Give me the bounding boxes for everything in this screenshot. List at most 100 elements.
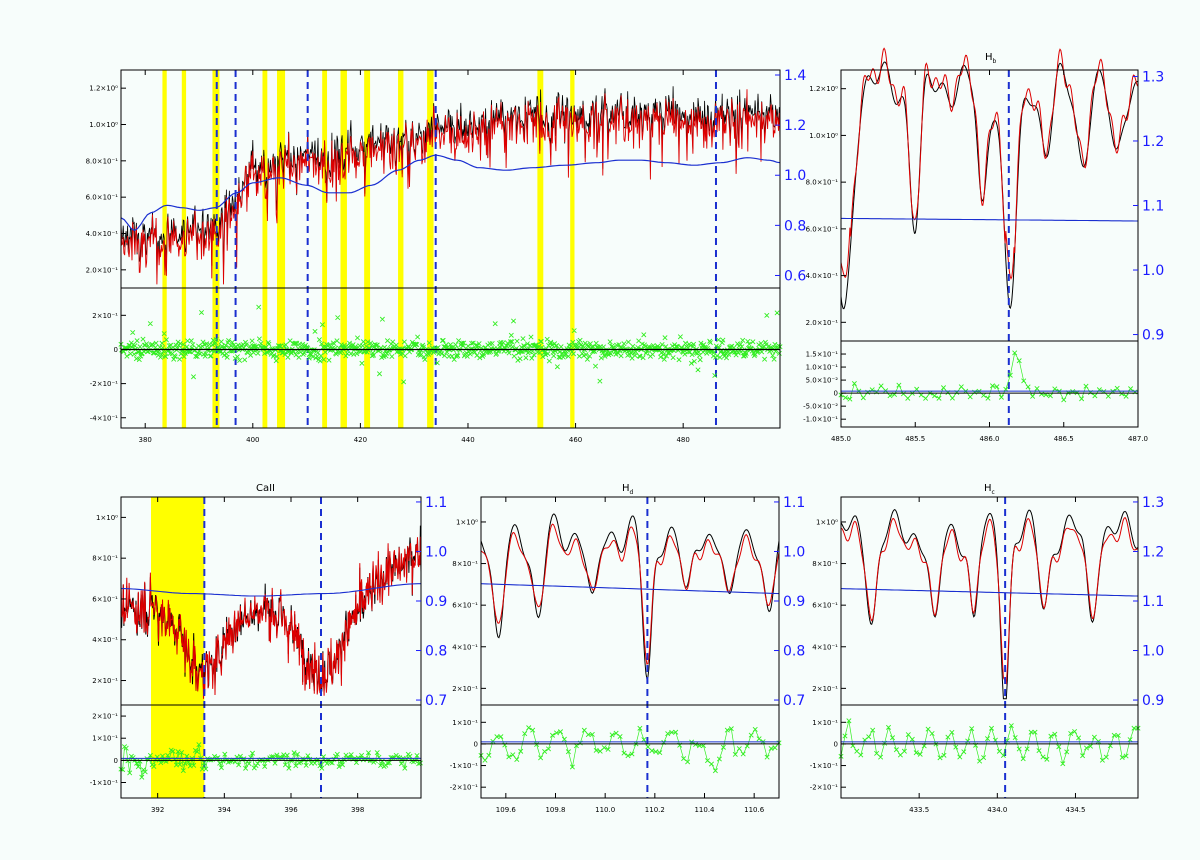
- hb-model-spectrum: [840, 47, 1139, 280]
- hg-y2tick-label: 0.9: [1142, 693, 1164, 709]
- hb-top-ytick-label: 8.0×10⁻¹: [806, 179, 839, 187]
- panel-overview: 2.0×10⁻¹ 4.0×10⁻¹ 6.0×10⁻¹ 8.0×10⁻¹ 1.0×10⁰ 1…: [86, 68, 807, 444]
- hg-y2tick-label: 1.2: [1142, 544, 1164, 560]
- hb-y2tick-label: 1.1: [1142, 199, 1164, 215]
- panel-hg: Hc 2×10⁻¹ 4×10⁻¹ 6×10⁻¹ 8×10⁻¹ 1×10⁰ 0.9 1.0 1.…: [810, 483, 1165, 814]
- overview-bottom-frame: [120, 287, 781, 429]
- hd-residual-trace: [480, 727, 780, 772]
- caii-continuum-curve: [121, 583, 421, 597]
- hg-observed-spectrum: [840, 509, 1139, 700]
- hg-top-ytick-label: 8×10⁻¹: [812, 560, 838, 568]
- hb-top-ytick-label: 1.0×10⁰: [809, 132, 838, 140]
- hb-top-ytick-label: 4.0×10⁻¹: [806, 272, 839, 280]
- hb-xtick-label: 485.5: [905, 435, 925, 443]
- overview-spectrum-plot: 2.0×10⁻¹ 4.0×10⁻¹ 6.0×10⁻¹ 8.0×10⁻¹ 1.0×10⁰ 1…: [86, 68, 806, 428]
- hb-xtick-label: 486.5: [1054, 435, 1074, 443]
- hg-title: Hc: [984, 483, 995, 496]
- hg-xtick-label: 434.0: [987, 806, 1007, 814]
- caii-title: CaII: [256, 483, 275, 494]
- overview-mask-band-bottom: [427, 288, 434, 428]
- overview-xtick-label: 460: [569, 436, 582, 444]
- hb-y2tick-label: 0.9: [1142, 328, 1164, 344]
- hg-y2tick-label: 1.0: [1142, 644, 1164, 660]
- overview-model-spectrum: [120, 89, 781, 285]
- caii-bottom-ytick-label: 1×10⁻¹: [92, 735, 118, 743]
- overview-top-ytick-label: 1.0×10⁰: [89, 121, 118, 129]
- overview-mask-band-bottom: [322, 288, 328, 428]
- hg-xtick-label: 433.5: [909, 806, 929, 814]
- caii-top-ytick-label: 2×10⁻¹: [92, 677, 118, 685]
- hd-y2tick-label: 1.1: [783, 495, 805, 511]
- overview-mask-band-bottom: [398, 288, 404, 428]
- hb-y2tick-label: 1.2: [1142, 134, 1164, 150]
- hb-top-ytick-label: 6.0×10⁻¹: [806, 225, 839, 233]
- hd-xtick-label: 109.8: [545, 806, 565, 814]
- hg-bottom-ytick-label: -1×10⁻¹: [810, 762, 838, 770]
- hb-title: Hb: [985, 52, 997, 65]
- overview-bottom-ytick-label: 0: [114, 346, 118, 354]
- hd-bottom-ytick-label: -2×10⁻¹: [450, 784, 478, 792]
- hb-bottom-ytick-label: 1.5×10⁻¹: [806, 351, 839, 359]
- panel-hb: Hb 2.0×10⁻¹ 4.0×10⁻¹ 6.0×10⁻¹ 8.0×10⁻¹ 1.0×1…: [803, 47, 1164, 443]
- overview-xtick-label: 380: [139, 436, 152, 444]
- overview-y2tick-label: 0.8: [784, 218, 806, 234]
- overview-residuals-plot: -4×10⁻¹ -2×10⁻¹ 0 2×10⁻¹ 380 400 420 440 460 480: [90, 70, 783, 444]
- overview-mask-band-bottom: [537, 288, 544, 428]
- hd-bottom-ytick-label: 0: [474, 740, 478, 748]
- overview-mask-band-top: [570, 70, 575, 288]
- hd-xtick-label: 109.6: [496, 806, 517, 814]
- overview-mask-band-top: [322, 70, 328, 288]
- hd-top-ytick-label: 4×10⁻¹: [452, 643, 478, 651]
- panel-caii: CaII 2×10⁻¹ 4×10⁻¹ 6×10⁻¹ 8×10⁻¹ 1×10⁰ 0.7 0.8…: [90, 483, 448, 814]
- overview-mask-band-bottom: [570, 288, 575, 428]
- overview-mask-band-bottom: [181, 288, 187, 428]
- overview-bottom-ytick-label: -4×10⁻¹: [90, 414, 118, 422]
- hb-xtick-label: 485.0: [831, 435, 851, 443]
- overview-top-ytick-label: 4.0×10⁻¹: [86, 230, 119, 238]
- caii-xtick-label: 398: [351, 806, 364, 814]
- caii-top-ytick-label: 1×10⁰: [96, 514, 118, 522]
- hd-xtick-label: 110.6: [744, 806, 765, 814]
- overview-continuum-curve: [120, 154, 781, 232]
- overview-xtick-label: 400: [246, 436, 259, 444]
- hd-y2tick-label: 1.0: [783, 544, 805, 560]
- overview-xtick-label: 420: [354, 436, 367, 444]
- overview-top-ytick-label: 1.2×10⁰: [89, 85, 118, 93]
- hg-spectrum-plot: 2×10⁻¹ 4×10⁻¹ 6×10⁻¹ 8×10⁻¹ 1×10⁰ 0.9 1.0 1.1 1.…: [812, 495, 1164, 798]
- caii-y2tick-label: 1.0: [425, 544, 447, 560]
- caii-y2tick-label: 0.9: [425, 594, 447, 610]
- overview-mask-band-top: [537, 70, 544, 288]
- caii-model-spectrum: [120, 536, 422, 699]
- hd-bottom-ytick-label: 1×10⁻¹: [452, 719, 478, 727]
- overview-mask-band-bottom: [262, 288, 268, 428]
- overview-y2tick-label: 1.4: [784, 68, 806, 84]
- overview-xtick-label: 440: [461, 436, 474, 444]
- caii-top-ytick-label: 4×10⁻¹: [92, 636, 118, 644]
- hg-model-spectrum: [840, 516, 1139, 686]
- hg-top-ytick-label: 1×10⁰: [816, 518, 838, 526]
- hg-y2tick-label: 1.3: [1142, 495, 1164, 511]
- overview-mask-band-top: [181, 70, 187, 288]
- overview-mask-band-top: [162, 70, 167, 288]
- hg-bottom-ytick-label: -2×10⁻¹: [810, 784, 838, 792]
- hb-continuum-curve: [841, 217, 1138, 222]
- caii-y2tick-label: 0.8: [425, 644, 447, 660]
- caii-xtick-label: 396: [284, 806, 298, 814]
- overview-observed-spectrum: [120, 86, 781, 276]
- caii-bottom-ytick-label: 0: [114, 757, 118, 765]
- overview-y2tick-label: 1.0: [784, 168, 806, 184]
- caii-xtick-label: 394: [218, 806, 232, 814]
- caii-top-ytick-label: 6×10⁻¹: [92, 595, 118, 603]
- hb-y2tick-label: 1.3: [1142, 69, 1164, 85]
- hd-title: Hd: [622, 483, 634, 496]
- hd-residuals-plot: -2×10⁻¹ -1×10⁻¹ 0 1×10⁻¹ 109.6 109.8 110.0 110.…: [450, 497, 782, 814]
- caii-y2tick-label: 0.7: [425, 693, 447, 709]
- hb-residuals-plot: -1.0×10⁻¹ -5.0×10⁻² 0 5.0×10⁻² 1.0×10⁻¹ 1.5×1…: [803, 70, 1148, 443]
- hd-y2tick-label: 0.9: [783, 594, 805, 610]
- caii-y2tick-label: 1.1: [425, 495, 447, 511]
- hg-top-ytick-label: 6×10⁻¹: [812, 602, 838, 610]
- caii-residuals-plot: -1×10⁻¹ 0 1×10⁻¹ 2×10⁻¹ 392 394 396 398: [90, 497, 423, 814]
- caii-bottom-ytick-label: -1×10⁻¹: [90, 779, 118, 787]
- overview-mask-band-top: [398, 70, 404, 288]
